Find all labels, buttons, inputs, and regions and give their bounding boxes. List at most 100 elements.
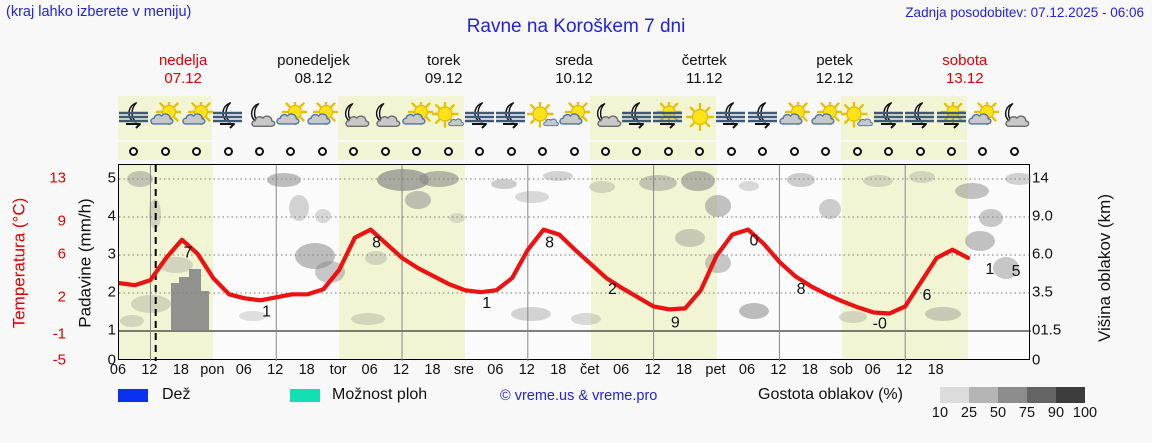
- hour-dot-cell-25[interactable]: [904, 142, 935, 160]
- hour-dot-cell-24[interactable]: [873, 142, 904, 160]
- forecast-plot-area[interactable]: 7 1 8 1 8 2 9 0 8 -0 6 1 5: [118, 164, 1031, 361]
- cloud-density-ramp-step-4: [1056, 387, 1085, 403]
- cloud-density-blob-4: [315, 209, 331, 223]
- weather-icon-cell-28: [999, 96, 1030, 140]
- hourly-marker-row: [118, 142, 1030, 160]
- cloud-density-tick-0: 10: [931, 405, 949, 421]
- hour-dot-cell-23[interactable]: [841, 142, 872, 160]
- hour-dot-icon: [349, 146, 359, 156]
- precipitation-tick-2: 3: [107, 245, 116, 263]
- hour-dot-cell-9[interactable]: [401, 142, 432, 160]
- temperature-tick-5: -5: [52, 351, 66, 369]
- cloud-density-tick-3: 75: [1018, 405, 1036, 421]
- hour-dot-cell-2[interactable]: [181, 142, 212, 160]
- cloud-density-blob-38: [839, 311, 867, 323]
- weather-icon-cell-7: [338, 96, 370, 140]
- temp-extreme-label-6: 9: [671, 314, 680, 331]
- weather-icon-cell-20: [747, 96, 778, 140]
- temp-extreme-label-10: 6: [922, 287, 931, 304]
- hour-dot-icon: [538, 146, 548, 156]
- hour-label-19: pet: [705, 362, 726, 378]
- temp-extreme-label-0: 7: [183, 245, 192, 262]
- hour-dot-cell-18[interactable]: [684, 142, 715, 160]
- weather-icon-cell-3: [212, 96, 243, 140]
- hour-dot-cell-11[interactable]: [464, 142, 495, 160]
- copyright-link[interactable]: © vreme.us & vreme.pro: [500, 388, 658, 404]
- hour-label-9: 12: [392, 362, 410, 378]
- hour-dot-icon: [569, 146, 579, 156]
- hour-label-1: 12: [141, 362, 158, 378]
- hour-dot-cell-20[interactable]: [747, 142, 778, 160]
- hour-label-5: 12: [267, 362, 284, 378]
- hour-dot-icon: [695, 146, 705, 156]
- hour-dot-cell-27[interactable]: [967, 142, 998, 160]
- hour-dot-cell-14[interactable]: [558, 142, 589, 160]
- cloud-density-blob-33: [239, 311, 267, 321]
- cloud-density-blob-39: [925, 307, 961, 321]
- hour-dot-cell-12[interactable]: [495, 142, 526, 160]
- day-name: ponedeljek: [277, 52, 350, 69]
- hour-dot-cell-26[interactable]: [936, 142, 967, 160]
- hour-dot-cell-10[interactable]: [433, 142, 464, 160]
- hour-dot-icon: [852, 146, 862, 156]
- day-date: 11.12: [686, 70, 723, 87]
- hour-dot-cell-0[interactable]: [118, 142, 149, 160]
- cloud-density-ramp-labels: 10 25 50 75 90 100: [932, 405, 1120, 423]
- weather-icon-cell-2: [181, 96, 213, 140]
- temperature-tick-0: 13: [49, 169, 66, 187]
- hour-dot-cell-21[interactable]: [779, 142, 810, 160]
- hour-dot-cell-7[interactable]: [338, 142, 369, 160]
- weather-icon-cell-14: [558, 96, 591, 140]
- cloud-density-blob-9: [491, 179, 517, 189]
- day-date: 09.12: [424, 70, 463, 87]
- hour-dot-cell-6[interactable]: [307, 142, 338, 160]
- weather-icon-cell-13: [526, 96, 559, 140]
- day-header-3: sreda 10.12: [509, 52, 639, 90]
- hour-dot-cell-13[interactable]: [527, 142, 558, 160]
- hour-dot-cell-8[interactable]: [370, 142, 401, 160]
- hour-label-4: 06: [235, 362, 252, 378]
- hour-label-6: 18: [298, 362, 315, 378]
- hour-dot-cell-16[interactable]: [621, 142, 652, 160]
- hour-dot-cell-19[interactable]: [716, 142, 747, 160]
- hour-dot-icon: [663, 146, 673, 156]
- weather-icon-cell-24: [873, 96, 904, 140]
- day-name: torek: [427, 52, 461, 69]
- hour-label-14: 18: [550, 362, 567, 378]
- day-name: nedelja: [158, 52, 208, 69]
- hour-dot-cell-3[interactable]: [212, 142, 243, 160]
- hour-dot-icon: [317, 146, 327, 156]
- cloud-density-blob-34: [351, 313, 385, 325]
- precipitation-bar-2: [189, 269, 201, 331]
- cloud-height-tick-0: 14: [1032, 169, 1049, 187]
- cloud-density-blob-37: [739, 303, 769, 319]
- hour-dot-cell-28[interactable]: [999, 142, 1030, 160]
- hour-dot-cell-15[interactable]: [590, 142, 621, 160]
- cloud-height-axis-title: Višina oblakov (km): [1092, 168, 1118, 368]
- cloud-density-blob-22: [979, 209, 1003, 227]
- cloud-density-blob-11: [543, 171, 573, 181]
- day-date: 13.12: [946, 70, 984, 87]
- cloud-density-blob-16: [739, 181, 759, 191]
- hour-label-16: 06: [613, 362, 630, 378]
- hour-label-12: 06: [487, 362, 504, 378]
- cloud-density-blob-31: [993, 257, 1019, 279]
- hour-dot-cell-4[interactable]: [244, 142, 275, 160]
- cloud-density-blob-32: [131, 295, 171, 313]
- hour-dot-cell-5[interactable]: [275, 142, 306, 160]
- day-header-6: sobota 13.12: [900, 52, 1030, 90]
- cloud-density-blob-14: [681, 171, 715, 191]
- cloud-height-tick-5: 0: [1032, 351, 1041, 369]
- day-header-0: nedelja 07.12: [118, 52, 248, 90]
- cloud-density-blob-12: [589, 181, 615, 193]
- day-header-5: petek 12.12: [769, 52, 899, 90]
- cloud-density-blob-36: [571, 313, 601, 325]
- dot-band-2: [338, 142, 464, 160]
- hour-dot-cell-17[interactable]: [653, 142, 684, 160]
- hour-dot-cell-1[interactable]: [149, 142, 180, 160]
- day-header-4: četrtek 11.12: [639, 52, 769, 90]
- hour-dot-cell-22[interactable]: [810, 142, 841, 160]
- day-name: petek: [816, 52, 853, 69]
- hour-dot-icon: [632, 146, 642, 156]
- temp-extreme-label-8: 8: [797, 281, 806, 298]
